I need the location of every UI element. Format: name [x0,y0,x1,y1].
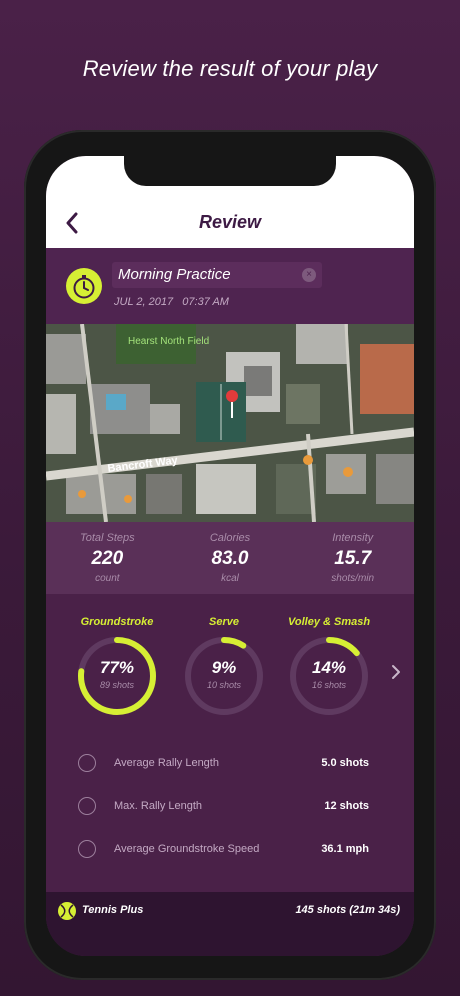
app-screen: Review Morning Practice × JUL 2, 2017 07… [46,156,414,956]
ring-percent: 14% [311,658,347,677]
ring-progress [78,637,156,715]
app-name: Tennis Plus [82,904,144,916]
circle-icon [78,840,96,858]
metric-row[interactable]: Max. Rally Length 12 shots [46,787,414,830]
session-header: Morning Practice × JUL 2, 2017 07:37 AM [46,248,414,324]
promo-caption: Review the result of your play [82,56,378,81]
session-summary: 145 shots (21m 34s) [295,904,400,916]
stat-value: 220 [91,548,124,569]
shot-breakdown: Groundstroke 77% 89 shots Serve [46,594,414,744]
chevron-right-icon [392,665,400,679]
metric-value: 5.0 shots [321,757,369,769]
location-map[interactable]: Hearst North Field Bancroft Way [46,324,414,522]
ring-shots: 10 shots [206,680,242,690]
ring-volley-smash[interactable]: Volley & Smash 14% 16 shots [274,594,384,718]
ring-shots: 16 shots [311,680,347,690]
stat-label: Calories [209,532,251,544]
session-date: JUL 2, 2017 [114,296,174,308]
stat-label: Intensity [332,532,374,544]
metric-value: 12 shots [324,800,369,812]
phone-frame: Review Morning Practice × JUL 2, 2017 07… [24,130,436,980]
stopwatch-icon [66,268,102,304]
map-image: Hearst North Field Bancroft Way [46,324,414,522]
ring-label: Volley & Smash [287,616,371,628]
stat-label: Total Steps [80,532,135,544]
footer-bar: Tennis Plus 145 shots (21m 34s) [46,892,414,956]
stat-calories: Calories 83.0 kcal [169,522,292,594]
rally-metrics: Average Rally Length 5.0 shots Max. Rall… [46,744,414,873]
chevron-left-icon [66,212,78,234]
close-icon[interactable]: × [302,268,316,282]
metric-label: Average Rally Length [114,757,219,769]
metric-row[interactable]: Average Rally Length 5.0 shots [46,744,414,787]
ring-progress [185,637,263,715]
next-rings-button[interactable] [388,662,404,682]
stat-value: 83.0 [211,548,249,569]
ring-groundstroke[interactable]: Groundstroke 77% 89 shots [62,594,172,718]
back-button[interactable] [60,208,84,238]
stat-intensity: Intensity 15.7 shots/min [291,522,414,594]
ring-label: Groundstroke [80,616,154,628]
ring-serve[interactable]: Serve 9% 10 shots [169,594,279,718]
stat-total-steps: Total Steps 220 count [46,522,169,594]
page-title: Review [198,212,262,232]
session-title: Morning Practice [118,266,231,283]
session-datetime: JUL 2, 2017 07:37 AM [114,296,229,308]
metric-row[interactable]: Average Groundstroke Speed 36.1 mph [46,830,414,873]
stats-panel: Total Steps 220 count Calories 83.0 kcal… [46,522,414,594]
session-title-field[interactable]: Morning Practice × [112,262,322,288]
metric-value: 36.1 mph [321,843,369,855]
map-label-field: Hearst North Field [128,336,209,347]
metric-label: Max. Rally Length [114,800,203,812]
ring-label: Serve [209,616,239,628]
stat-unit: shots/min [331,573,375,584]
stat-value: 15.7 [334,548,372,569]
stat-unit: kcal [221,573,239,584]
circle-icon [78,754,96,772]
ring-shots: 89 shots [99,680,135,690]
ring-progress [290,637,368,715]
phone-notch [124,156,336,186]
stat-unit: count [95,573,120,584]
tennis-ball-icon [58,902,76,920]
session-time: 07:37 AM [182,296,229,308]
metric-label: Average Groundstroke Speed [114,843,260,855]
ring-percent: 77% [99,658,135,677]
ring-percent: 9% [211,658,237,677]
circle-icon [78,797,96,815]
